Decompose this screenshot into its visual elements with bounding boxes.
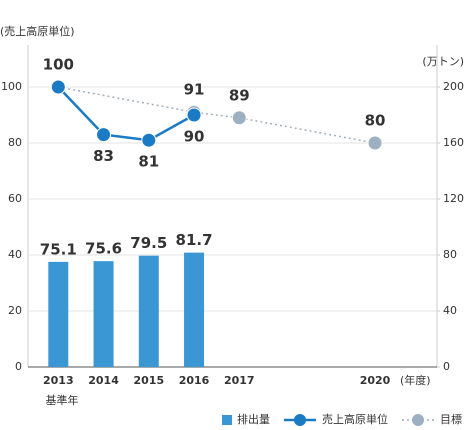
bar [184, 252, 205, 367]
data-label: 81.7 [176, 231, 213, 249]
legend-swatch [294, 414, 306, 426]
data-label: 90 [184, 128, 205, 146]
line [58, 86, 376, 144]
x-tick-label: 2017 [224, 374, 255, 387]
data-label: 79.5 [130, 234, 167, 252]
x-axis-label: (年度) [400, 373, 431, 387]
y2-axis-label: (万トン) [422, 55, 464, 68]
y-tick-label: 20 [8, 304, 22, 317]
legend-label: 目標 [440, 412, 462, 426]
bar [48, 261, 69, 367]
y2-tick-label: 80 [443, 248, 457, 261]
y2-tick-label: 0 [443, 360, 450, 373]
data-label: 89 [229, 86, 250, 104]
x-tick-label: 2020 [360, 374, 391, 387]
y-tick-label: 100 [1, 80, 22, 93]
data-label: 100 [43, 56, 74, 74]
y-tick-label: 60 [8, 192, 22, 205]
x-tick-label: 2014 [88, 374, 119, 387]
y-axis-label: (売上高原単位) [0, 24, 75, 38]
bar [138, 255, 159, 367]
point [141, 132, 157, 148]
bar [93, 261, 114, 367]
x-tick-label: 2013 [43, 374, 74, 387]
point [50, 79, 66, 95]
legend-swatch [222, 415, 232, 425]
data-label: 75.1 [40, 240, 77, 258]
legend-label: 排出量 [237, 412, 270, 426]
y2-tick-label: 40 [443, 304, 457, 317]
legend-swatch [412, 414, 424, 426]
data-label: 91 [184, 81, 205, 99]
data-label: 83 [93, 147, 114, 165]
data-label: 80 [365, 112, 386, 130]
point [186, 107, 202, 123]
x-tick-label: 2015 [133, 374, 164, 387]
legend-label: 売上高原単位 [322, 412, 388, 426]
y-tick-label: 40 [8, 248, 22, 261]
point [96, 127, 112, 143]
line [57, 86, 195, 142]
data-label: 81 [138, 153, 159, 171]
annotation: 基準年 [46, 393, 79, 407]
y2-tick-label: 120 [443, 192, 464, 205]
point [367, 135, 383, 151]
y-tick-label: 0 [15, 360, 22, 373]
y-tick-label: 80 [8, 136, 22, 149]
x-tick-label: 2016 [179, 374, 210, 387]
data-label: 75.6 [85, 240, 122, 258]
y2-tick-label: 200 [443, 80, 464, 93]
point [231, 110, 247, 126]
y2-tick-label: 160 [443, 136, 464, 149]
